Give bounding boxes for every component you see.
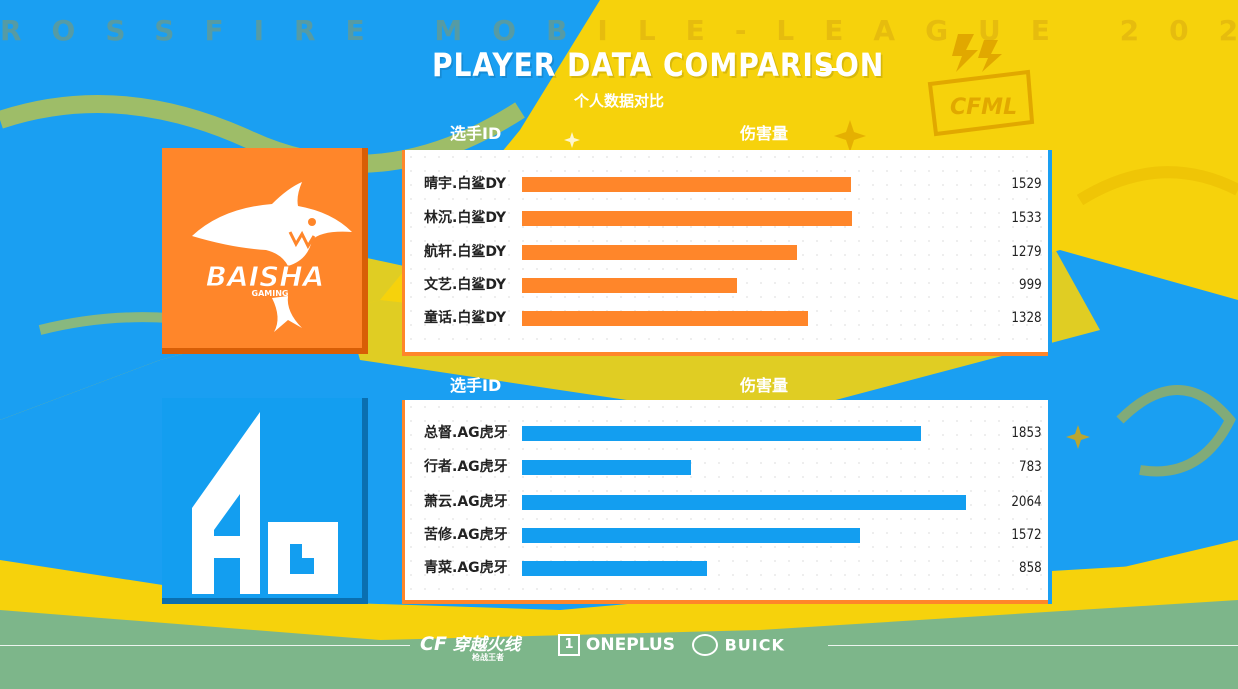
player-name-label: 总督.AG虎牙 <box>424 425 508 441</box>
damage-value-label: 999 <box>1019 277 1042 293</box>
title-dash <box>820 68 838 71</box>
column-header-damage: 伤害量 <box>740 124 789 143</box>
damage-bar <box>522 278 737 293</box>
league-badge-icon: CFML <box>927 69 1035 137</box>
bar-row: 航轩.白鲨DY 1279 <box>404 242 1054 262</box>
damage-value-label: 858 <box>1019 560 1042 576</box>
team-logo-text: BAISHA <box>206 260 325 293</box>
team-logo-subtext: GAMING <box>252 289 289 298</box>
panel-accent-right-2 <box>1048 400 1052 604</box>
bar-row: 童话.白鲨DY 1328 <box>404 308 1054 328</box>
bar-row: 行者.AG虎牙 783 <box>404 457 1054 477</box>
damage-value-label: 1529 <box>1011 176 1042 192</box>
column-header-damage-2: 伤害量 <box>740 376 789 395</box>
team-logo-baisha: BAISHA GAMING <box>162 148 368 354</box>
bar-row: 总督.AG虎牙 1853 <box>404 423 1054 443</box>
league-watermark: ROSSFIRE MOBILE-LEAGUE 2020 <box>0 14 1238 47</box>
ag-letter-g-icon <box>268 522 338 594</box>
player-name-label: 林沉.白鲨DY <box>424 210 507 226</box>
player-name-label: 航轩.白鲨DY <box>424 244 507 260</box>
damage-bar <box>522 495 966 510</box>
sponsor-buick: BUICK <box>692 634 785 656</box>
player-name-label: 苦修.AG虎牙 <box>424 527 508 543</box>
damage-bar <box>522 460 691 475</box>
buick-logo-icon <box>692 634 718 656</box>
panel-accent-bottom-2 <box>402 600 1050 604</box>
damage-value-label: 1328 <box>1011 310 1042 326</box>
player-name-label: 童话.白鲨DY <box>424 310 507 326</box>
player-name-label: 萧云.AG虎牙 <box>424 494 508 510</box>
column-header-player-id: 选手ID <box>450 124 502 143</box>
sponsor-crossfire-icon: CF <box>420 633 447 655</box>
damage-bar <box>522 245 797 260</box>
page-title: PLAYER DATA COMPARISON <box>432 46 885 84</box>
panel-accent-right <box>1048 150 1052 356</box>
team2-data-panel: 总督.AG虎牙 1853 行者.AG虎牙 783 萧云.AG虎牙 2064 苦修.AG虎牙 1… <box>404 400 1050 602</box>
damage-value-label: 1572 <box>1011 527 1042 543</box>
league-badge-text: CFML <box>950 95 1017 120</box>
footer-line-left <box>0 645 410 646</box>
player-name-label: 行者.AG虎牙 <box>424 459 508 475</box>
damage-bar <box>522 561 707 576</box>
page-subtitle: 个人数据对比 <box>573 92 664 110</box>
bar-row: 苦修.AG虎牙 1572 <box>404 525 1054 545</box>
team1-data-panel: 晴宇.白鲨DY 1529 林沉.白鲨DY 1533 航轩.白鲨DY 1279 文艺.白鲨DY… <box>404 150 1050 354</box>
footer-line-right <box>828 645 1238 646</box>
player-name-label: 晴宇.白鲨DY <box>424 176 507 192</box>
damage-bar <box>522 528 860 543</box>
sponsor-crossfire: CF 穿越火线 枪战王者 <box>420 633 521 662</box>
bar-row: 林沉.白鲨DY 1533 <box>404 208 1054 228</box>
ag-letter-a-icon <box>192 412 260 594</box>
damage-value-label: 1279 <box>1011 244 1042 260</box>
team-logo-ag <box>162 398 368 604</box>
damage-value-label: 1533 <box>1011 210 1042 226</box>
damage-value-label: 783 <box>1019 459 1042 475</box>
oneplus-logo-icon: 1 <box>558 634 580 656</box>
sponsor-crossfire-sub: 枪战王者 <box>472 653 504 662</box>
panel-accent-left <box>402 150 405 354</box>
damage-value-label: 1853 <box>1011 425 1042 441</box>
damage-value-label: 2064 <box>1011 494 1042 510</box>
panel-accent-left-2 <box>402 400 405 602</box>
sponsor-oneplus: 1 ONEPLUS <box>558 634 675 656</box>
panel-accent-bottom <box>402 352 1050 356</box>
column-header-player-id-2: 选手ID <box>450 376 502 395</box>
shark-icon <box>192 182 352 266</box>
bar-row: 晴宇.白鲨DY 1529 <box>404 174 1054 194</box>
damage-bar <box>522 426 921 441</box>
bar-row: 文艺.白鲨DY 999 <box>404 275 1054 295</box>
bar-row: 青菜.AG虎牙 858 <box>404 558 1054 578</box>
damage-bar <box>522 177 851 192</box>
damage-bar <box>522 211 852 226</box>
damage-bar <box>522 311 808 326</box>
bar-row: 萧云.AG虎牙 2064 <box>404 492 1054 512</box>
player-name-label: 青菜.AG虎牙 <box>424 560 508 576</box>
player-name-label: 文艺.白鲨DY <box>424 277 507 293</box>
